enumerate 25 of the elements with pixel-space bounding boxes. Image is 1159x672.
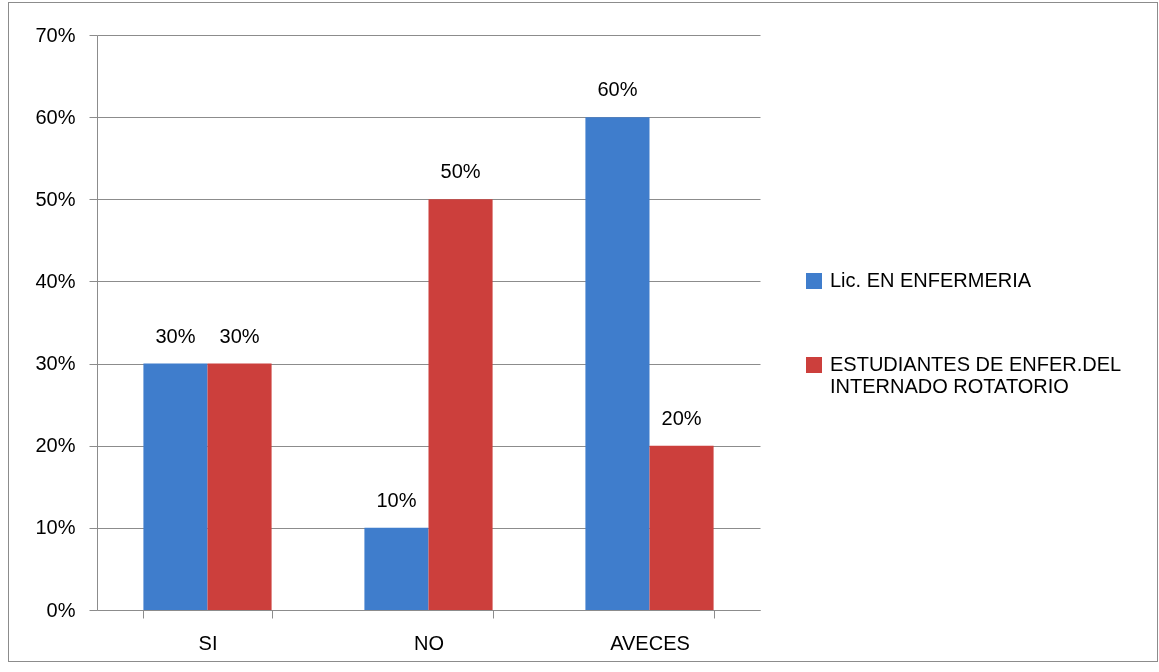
- y-tick-label: 30%: [35, 352, 76, 375]
- legend-label: Lic. EN ENFERMERIA: [830, 269, 1032, 291]
- y-tick-label: 60%: [35, 105, 76, 128]
- x-tick-label: NO: [414, 631, 444, 654]
- x-tick-label: SI: [198, 631, 218, 654]
- data-label: 30%: [219, 324, 260, 347]
- bar: [649, 445, 714, 610]
- y-tick-label: 10%: [35, 516, 76, 539]
- x-tick-label: AVECES: [610, 631, 690, 654]
- data-label: 10%: [376, 488, 417, 511]
- y-tick-label: 0%: [46, 598, 76, 621]
- bar: [207, 363, 272, 610]
- y-tick-label: 70%: [35, 23, 76, 46]
- y-tick-label: 50%: [35, 187, 76, 210]
- y-tick-label: 20%: [35, 434, 76, 457]
- bar: [143, 363, 208, 610]
- legend-label: ESTUDIANTES DE ENFER.DEL INTERNADO ROTATORIO: [830, 353, 1122, 397]
- bar: [364, 527, 429, 610]
- data-label: 60%: [597, 78, 638, 101]
- bar: [428, 199, 493, 610]
- bar: [585, 117, 650, 610]
- data-label: 30%: [155, 324, 196, 347]
- data-label: 50%: [440, 160, 481, 183]
- y-tick-label: 40%: [35, 269, 76, 292]
- data-label: 20%: [661, 406, 702, 429]
